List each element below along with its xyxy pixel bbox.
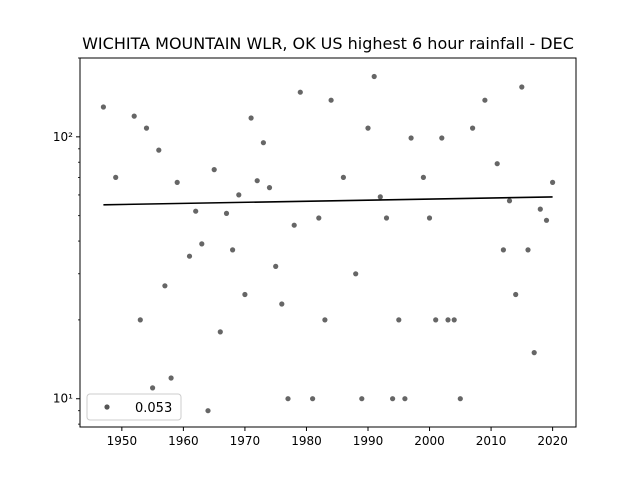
data-point: [426, 215, 433, 221]
data-point: [377, 194, 383, 200]
data-point: [383, 215, 390, 221]
data-point: [439, 135, 445, 141]
data-point: [236, 192, 242, 198]
y-tick-label: 10²: [53, 130, 73, 144]
data-point: [113, 174, 119, 180]
points-layer: [100, 73, 556, 414]
data-point: [273, 263, 279, 269]
data-point: [537, 206, 543, 212]
data-point: [310, 396, 316, 402]
data-point: [205, 408, 211, 414]
data-point: [396, 317, 402, 323]
data-point: [519, 84, 525, 90]
data-point: [550, 179, 556, 185]
x-tick-label: 2010: [476, 434, 507, 448]
x-tick-label: 2000: [414, 434, 445, 448]
data-point: [137, 317, 143, 323]
data-point: [543, 217, 550, 223]
legend: 0.053: [86, 393, 182, 421]
x-axis: 1950 1960 1970 1980 1990 2000 2010 2020: [107, 427, 568, 448]
data-point: [297, 89, 303, 95]
data-point: [174, 179, 180, 185]
data-point: [211, 167, 217, 173]
data-point: [260, 140, 266, 146]
data-point: [100, 104, 106, 110]
data-point: [482, 97, 488, 103]
data-point: [186, 253, 193, 259]
data-point: [513, 291, 519, 298]
data-point: [254, 178, 260, 184]
trend-layer: [103, 196, 553, 206]
data-point: [156, 147, 162, 153]
data-point: [353, 271, 359, 277]
x-tick-label: 1960: [168, 434, 199, 448]
data-point: [199, 241, 205, 247]
data-point: [340, 174, 346, 180]
data-point: [316, 215, 322, 221]
data-point: [168, 375, 174, 381]
plot-frame: [79, 57, 577, 428]
y-axis: 10¹ 10²: [53, 57, 80, 425]
data-point: [328, 97, 334, 103]
data-point: [390, 396, 396, 402]
data-point: [433, 317, 439, 323]
data-point: [470, 125, 476, 131]
data-point: [371, 73, 377, 80]
data-point: [266, 185, 273, 191]
data-point: [322, 317, 328, 323]
y-tick-label: 10¹: [53, 392, 73, 406]
data-point: [359, 396, 365, 402]
data-point: [525, 247, 531, 253]
data-point: [131, 113, 137, 119]
data-point: [531, 350, 537, 356]
x-tick-label: 1980: [291, 434, 322, 448]
data-point: [500, 247, 506, 253]
data-point: [143, 125, 150, 131]
legend-label: 0.053: [135, 401, 172, 416]
x-tick-label: 1990: [353, 434, 384, 448]
data-point: [150, 385, 156, 391]
data-point: [248, 115, 254, 121]
data-point: [217, 329, 223, 335]
data-point: [494, 161, 500, 167]
trend-line: [103, 196, 553, 206]
data-point: [402, 396, 408, 402]
legend-marker: [104, 404, 110, 410]
data-point: [408, 135, 414, 141]
x-tick-label: 1950: [107, 434, 138, 448]
data-point: [242, 291, 248, 298]
data-point: [285, 396, 291, 402]
data-point: [365, 125, 371, 131]
x-tick-label: 1970: [230, 434, 261, 448]
x-tick-label: 2020: [537, 434, 568, 448]
data-point: [445, 317, 451, 323]
chart-title: WICHITA MOUNTAIN WLR, OK US highest 6 ho…: [82, 34, 574, 53]
data-point: [420, 174, 426, 180]
data-point: [223, 210, 230, 216]
data-point: [279, 301, 285, 307]
data-point: [291, 222, 297, 228]
data-point: [230, 247, 236, 253]
legend-box: [86, 393, 182, 421]
data-point: [162, 283, 168, 289]
data-point: [506, 198, 513, 204]
data-point: [457, 396, 463, 402]
data-point: [451, 317, 457, 323]
data-point: [193, 208, 199, 214]
